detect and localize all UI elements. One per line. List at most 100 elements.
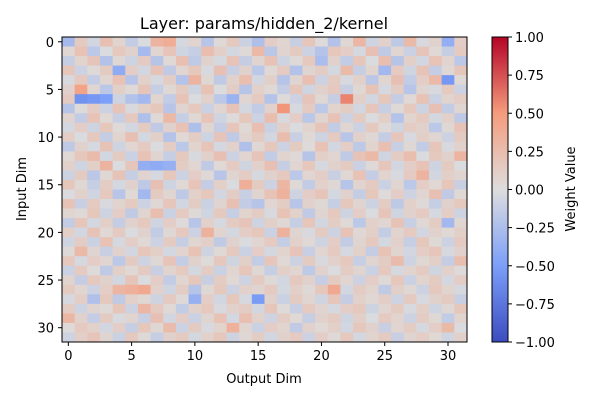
heatmap-cell [391,256,405,267]
heatmap-cell [112,237,126,248]
heatmap-cell [441,179,455,190]
x-tick-label: 15 [250,349,267,364]
heatmap-cell [99,122,114,133]
heatmap-cell [74,313,88,324]
heatmap-cell [302,56,316,66]
heatmap-cell [125,132,139,143]
heatmap-cell [378,37,392,47]
heatmap-cell [188,84,202,95]
heatmap-cell [201,237,215,248]
heatmap-cell [175,294,189,305]
heatmap-cell [429,313,443,324]
heatmap-cell [150,265,164,276]
heatmap-cell [62,84,76,95]
heatmap-cell [112,189,126,200]
heatmap-cell [289,75,303,86]
heatmap-cell [87,332,101,343]
heatmap-cell [403,227,417,238]
heatmap-cell [99,322,114,333]
heatmap-cell [201,170,215,181]
heatmap-cell [62,199,76,209]
heatmap-cell [163,56,177,66]
heatmap-cell [87,246,101,257]
heatmap-cell [353,322,367,333]
heatmap-cell [340,151,354,162]
heatmap-cell [429,227,443,238]
heatmap-cell [163,75,177,86]
heatmap-cell [137,275,151,286]
heatmap-cell [125,189,139,200]
heatmap-cell [302,94,316,105]
heatmap-cell [289,322,303,333]
heatmap-cell [403,103,417,114]
heatmap-cell [74,75,88,86]
heatmap-cell [429,332,443,343]
heatmap-cell [137,84,151,95]
heatmap-cell [277,113,291,124]
heatmap-cell [391,265,405,276]
heatmap-cell [239,275,253,286]
heatmap-cell [403,65,417,76]
heatmap-cell [391,37,405,47]
heatmap-cell [403,303,417,314]
heatmap-cell [175,256,189,267]
heatmap-cell [416,284,430,295]
heatmap-cell [188,75,202,86]
colorbar-tick-label: 0.50 [515,107,544,122]
heatmap-cell [378,227,392,238]
heatmap-cell [87,284,101,295]
heatmap-cell [340,322,354,333]
heatmap-cell [251,122,265,133]
heatmap-cell [188,94,202,105]
heatmap-cell [353,37,367,47]
heatmap-cell [315,103,329,114]
heatmap-cell [137,65,151,76]
heatmap-cell [137,151,151,162]
x-tick-label: 0 [64,349,72,364]
heatmap-cell [315,256,329,267]
heatmap-cell [429,122,443,133]
heatmap-cell [391,246,405,257]
heatmap-cell [289,332,303,343]
heatmap-cell [213,179,227,190]
heatmap-cell [99,151,114,162]
heatmap-cell [289,132,303,143]
heatmap-cell [365,246,379,257]
heatmap-cell [454,56,468,66]
heatmap-cell [391,84,405,95]
heatmap-cell [188,103,202,114]
heatmap-cell [251,332,265,343]
heatmap-cell [87,75,101,86]
heatmap-cell [251,218,265,229]
heatmap-cell [289,122,303,133]
heatmap-cell [175,275,189,286]
heatmap-cell [125,265,139,276]
heatmap-cell [441,199,455,209]
heatmap-cell [289,84,303,95]
heatmap-cell [429,65,443,76]
heatmap-cell [277,218,291,229]
heatmap-cell [315,37,329,47]
heatmap-cell [213,84,227,95]
heatmap-cell [239,113,253,124]
heatmap-cell [201,265,215,276]
heatmap-cell [315,160,329,171]
heatmap-cell [137,170,151,181]
heatmap-cell [226,56,240,66]
heatmap-cell [112,46,126,57]
heatmap-cell [315,65,329,76]
heatmap-cell [213,313,227,324]
heatmap-cell [416,256,430,267]
heatmap-cell [137,132,151,143]
heatmap-cell [378,170,392,181]
heatmap-cell [264,246,278,257]
heatmap-cell [277,332,291,343]
heatmap-cell [327,303,341,314]
heatmap-cell [62,275,76,286]
heatmap-cell [175,332,189,343]
heatmap-cell [264,208,278,219]
heatmap-cell [213,256,227,267]
heatmap-cell [150,256,164,267]
heatmap-cell [74,56,88,66]
heatmap-cell [391,75,405,86]
